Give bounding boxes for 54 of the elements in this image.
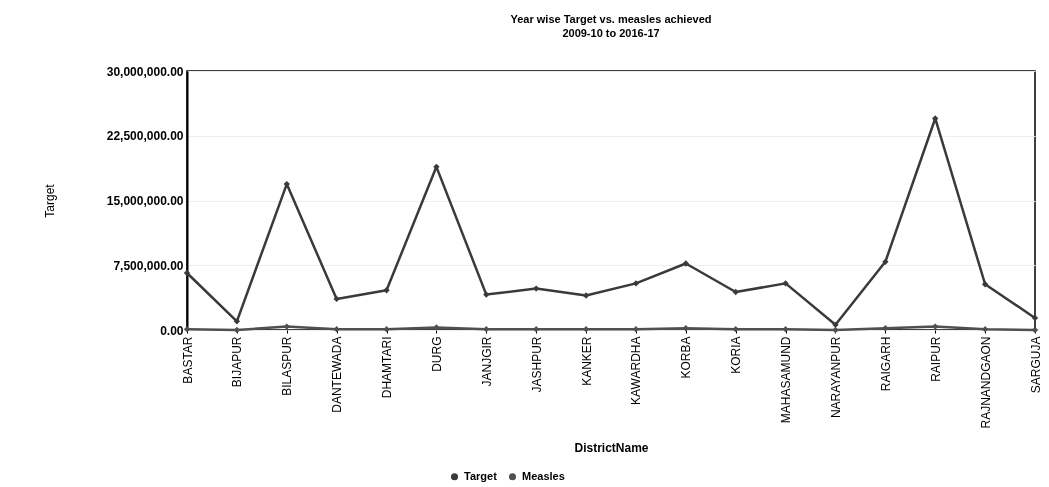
point (832, 326, 839, 334)
point (333, 325, 340, 333)
point (932, 323, 939, 330)
point (383, 325, 390, 333)
x-tick-label: NARAYANPUR (828, 336, 843, 419)
point (782, 280, 789, 287)
point (882, 325, 889, 332)
point (233, 318, 241, 325)
point (882, 258, 889, 265)
x-tick-label: JANJGIR (479, 336, 494, 387)
point (732, 325, 739, 333)
x-tick-label: MAHASAMUND (779, 336, 794, 424)
y-tick-label: 7,500,000.00 (113, 258, 184, 273)
point (483, 325, 490, 333)
point (333, 295, 340, 303)
x-tick-label: BIJAPUR (230, 336, 245, 388)
x-axis-title: DistrictName (574, 440, 649, 455)
point (383, 287, 390, 294)
x-tick-label: DHAMTARI (380, 336, 395, 399)
point (782, 325, 789, 333)
point (433, 324, 440, 331)
x-tick-label: JASHPUR (529, 336, 544, 393)
x-tick-label: BILASPUR (280, 336, 295, 396)
point (732, 288, 739, 296)
point (682, 260, 689, 267)
chart-title: Year wise Target vs. measles achieved (510, 13, 712, 25)
point (533, 325, 540, 333)
x-tick-label: RAIPUR (928, 336, 943, 382)
x-tick-label: KANKER (579, 336, 594, 386)
x-tick-label: SARGUJA (1028, 336, 1043, 394)
x-tick-label: KORIA (729, 336, 744, 374)
y-tick-label: 15,000,000.00 (106, 194, 184, 208)
point (582, 292, 590, 299)
legend-label: Target (464, 469, 498, 482)
point (283, 323, 290, 330)
x-tick-label: BASTAR (180, 336, 195, 384)
point (981, 281, 989, 288)
point (632, 280, 640, 287)
point (183, 269, 191, 277)
point (483, 291, 490, 298)
y-tick-label: 30,000,000.00 (106, 64, 184, 79)
point (533, 285, 540, 292)
x-tick-label: RAIGARH (878, 336, 893, 392)
y-tick-label: 22,500,000.00 (106, 129, 184, 144)
point (433, 163, 440, 170)
x-tick-label: DANTEWADA (330, 336, 345, 413)
legend-label: Measles (522, 469, 565, 482)
y-axis-title: Target (42, 183, 57, 218)
x-tick-label: RAJNANDGAON (978, 336, 993, 429)
y-tick-label: 0.00 (160, 323, 184, 338)
x-tick-label: KAWARDHA (629, 336, 644, 405)
x-tick-label: KORBA (679, 336, 694, 379)
chart-subtitle: 2009-10 to 2016-17 (562, 27, 660, 39)
x-tick-label: DURG (429, 336, 444, 372)
